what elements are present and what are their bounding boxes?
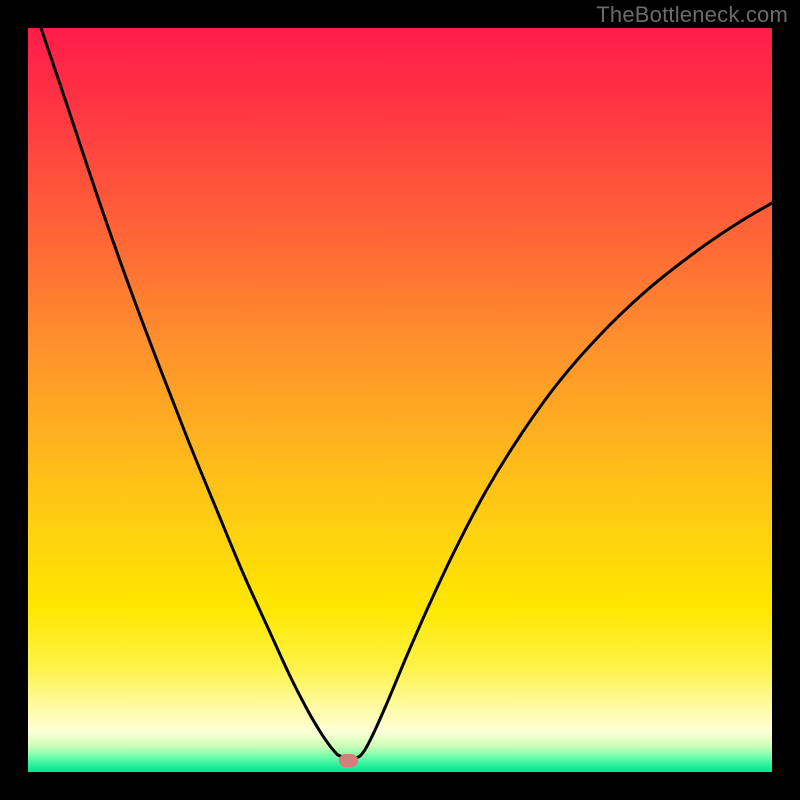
bottleneck-curve [28, 28, 772, 772]
watermark-text: TheBottleneck.com [596, 2, 788, 28]
plot-area [28, 28, 772, 772]
chart-frame: TheBottleneck.com [0, 0, 800, 800]
minimum-marker [339, 754, 358, 767]
